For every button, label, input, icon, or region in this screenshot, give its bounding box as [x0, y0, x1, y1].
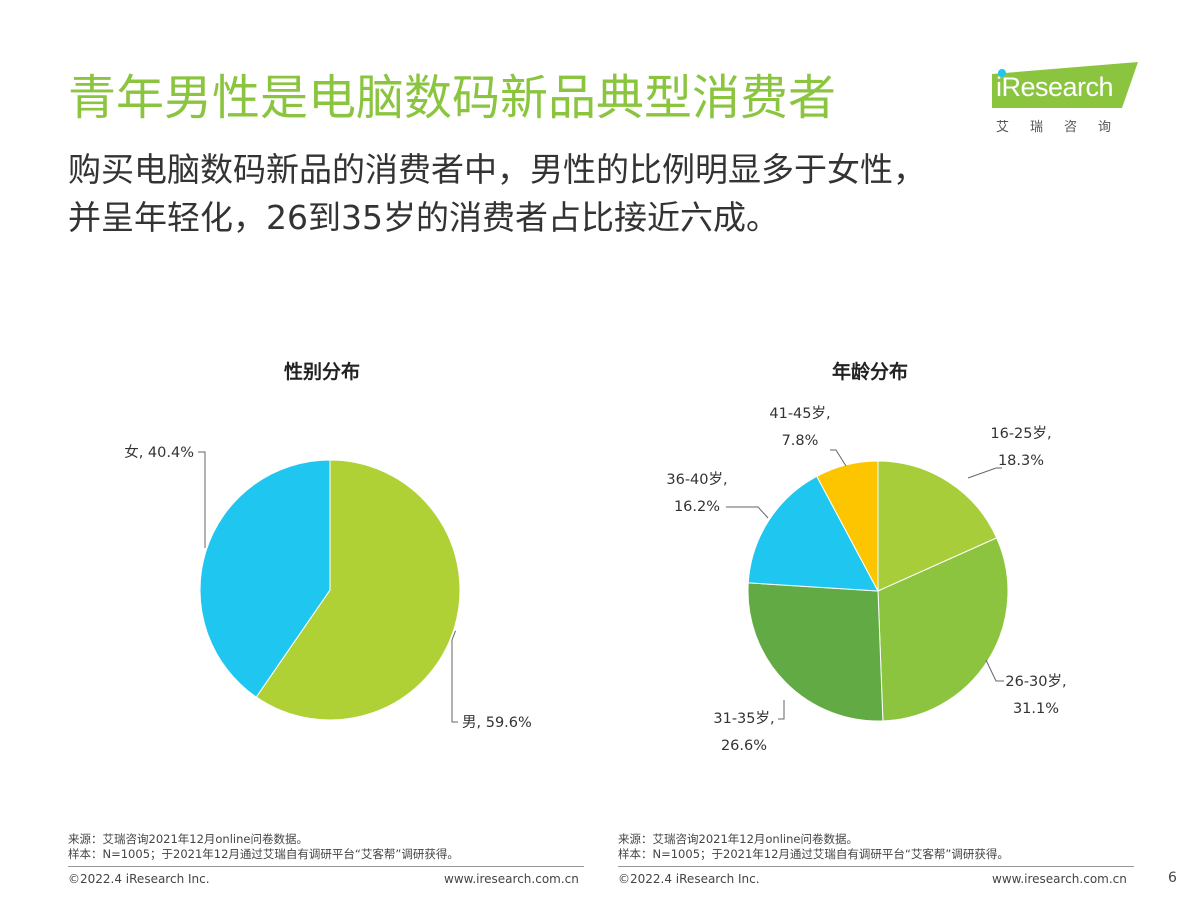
right-footer-rule — [618, 866, 1134, 867]
age-slice-4 — [747, 475, 879, 592]
age-label-4-name: 36-40岁, — [666, 471, 727, 488]
subtitle-line-1: 购买电脑数码新品的消费者中，男性的比例明显多于女性， — [68, 150, 926, 189]
logo-badge-shape — [992, 62, 1138, 108]
age-slice-1 — [877, 460, 998, 592]
page-title: 青年男性是电脑数码新品典型消费者 — [68, 70, 837, 126]
age-label-1-name: 16-25岁, — [990, 425, 1051, 442]
gender-slice-2 — [199, 459, 331, 698]
age-label-3-value: 26.6% — [721, 738, 767, 754]
age-label-4-value: 16.2% — [674, 499, 720, 515]
age-label-5-name: 41-45岁, — [769, 405, 830, 422]
age-label-3-name: 31-35岁, — [713, 710, 774, 727]
left-copyright: ©2022.4 iResearch Inc. — [68, 872, 210, 886]
gender-leader-2 — [198, 451, 206, 548]
age-label-5-value: 7.8% — [782, 433, 819, 449]
left-source-note: 来源：艾瑞咨询2021年12月online问卷数据。 — [68, 832, 308, 846]
gender-leader-1 — [451, 630, 458, 723]
logo-wordmark: iResearch — [996, 72, 1114, 102]
age-label-1-value: 18.3% — [998, 453, 1044, 469]
age-leader-2 — [985, 659, 1004, 682]
iresearch-logo: iResearch 艾瑞咨询 — [992, 62, 1142, 135]
age-label-2-value: 31.1% — [1013, 701, 1059, 717]
page-number: 6 — [1168, 870, 1177, 886]
right-source-note: 来源：艾瑞咨询2021年12月online问卷数据。 — [618, 832, 858, 846]
page-subtitle: 购买电脑数码新品的消费者中，男性的比例明显多于女性， 并呈年轻化，26到35岁的… — [68, 146, 1148, 242]
age-leader-5 — [830, 449, 847, 467]
gender-label-1: 男, 59.6% — [462, 715, 532, 731]
gender-chart-title: 性别分布 — [284, 361, 361, 383]
left-footer-rule — [68, 866, 584, 867]
age-chart-title: 年龄分布 — [832, 361, 909, 383]
logo-chinese-name: 艾瑞咨询 — [996, 120, 1133, 135]
right-copyright: ©2022.4 iResearch Inc. — [618, 872, 760, 886]
age-slice-2 — [877, 537, 1009, 722]
age-leader-1 — [967, 467, 1002, 479]
left-website: www.iresearch.com.cn — [444, 872, 579, 886]
gender-label-2: 女, 40.4% — [124, 443, 194, 461]
right-sample-note: 样本：N=1005；于2021年12月通过艾瑞自有调研平台“艾客帮”调研获得。 — [618, 847, 1009, 861]
age-leader-3 — [778, 700, 785, 720]
age-slice-3 — [747, 582, 884, 722]
age-leader-4 — [726, 506, 769, 519]
left-sample-note: 样本：N=1005；于2021年12月通过艾瑞自有调研平台“艾客帮”调研获得。 — [68, 847, 459, 861]
gender-slice-1 — [255, 459, 461, 721]
age-label-2-name: 26-30岁, — [1005, 673, 1066, 690]
subtitle-line-2: 并呈年轻化，26到35岁的消费者占比接近六成。 — [68, 198, 779, 237]
age-slice-5 — [816, 460, 879, 592]
right-website: www.iresearch.com.cn — [992, 872, 1127, 886]
